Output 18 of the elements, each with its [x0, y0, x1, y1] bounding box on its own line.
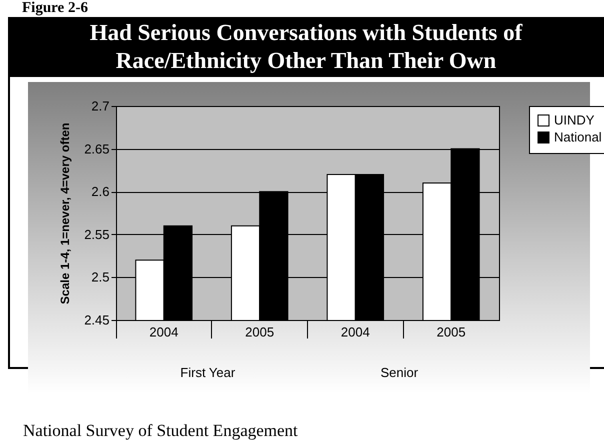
- chart-title: Had Serious Conversations with Students of Race/Ethnicity Other Than Their Own: [8, 17, 604, 77]
- caption: Figure 2-6: [22, 0, 88, 16]
- text: First Year: [179, 365, 236, 380]
- x-tick-label: 2004: [340, 324, 370, 340]
- legend-label: National: [554, 130, 602, 144]
- x-tick-label: 2005: [245, 324, 274, 340]
- y-tick-label: 2.45: [84, 312, 110, 328]
- y-tick-label: 2.5: [91, 270, 110, 285]
- y-tick-label: 2.65: [84, 141, 110, 156]
- x-tick-label: 2005: [436, 324, 466, 340]
- text: Senior: [379, 365, 420, 380]
- y-tick-label: 2.55: [84, 226, 110, 242]
- x-tick-label: 2004: [149, 324, 178, 340]
- text: National Survey of Student Engagement: [23, 421, 298, 441]
- y-axis-title: Scale 1-4, 1=never, 4=very often: [58, 122, 72, 304]
- legend-label: UINDY: [554, 112, 595, 128]
- y-tick-label: 2.7: [91, 98, 110, 114]
- y-tick-label: 2.6: [91, 184, 110, 200]
